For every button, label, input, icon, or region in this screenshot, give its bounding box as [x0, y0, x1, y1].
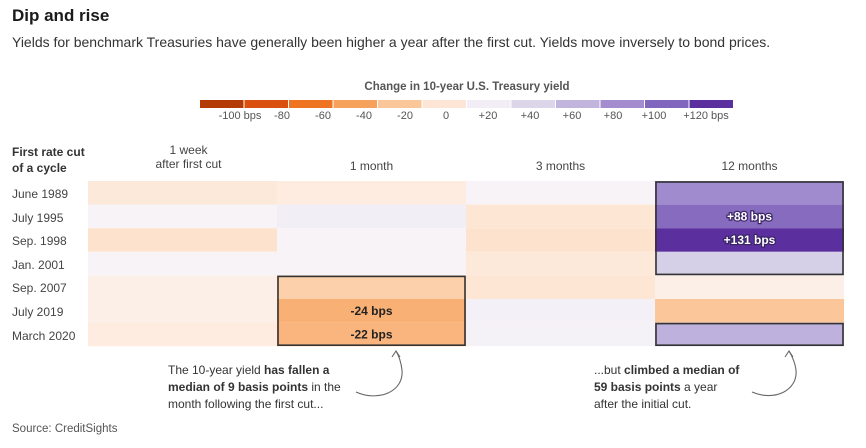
- cell-value-label: -22 bps: [350, 327, 392, 341]
- legend-label: -80: [274, 110, 290, 122]
- annotation-arrow: [355, 350, 403, 397]
- cell-value-label: +88 bps: [727, 209, 772, 223]
- legend-swatch: [200, 100, 244, 108]
- heatmap-cell: [277, 299, 466, 323]
- annotation-arrowhead: [784, 350, 794, 358]
- heatmap-cell: [277, 251, 466, 276]
- row-label: Sep. 2007: [12, 281, 67, 296]
- heatmap-cell: [466, 299, 655, 323]
- legend-swatch: [689, 100, 733, 108]
- row-label: March 2020: [12, 328, 76, 343]
- row-header-line-1: First rate cut: [12, 145, 85, 159]
- column-header-line: 1 week: [169, 143, 208, 157]
- heatmap-cell: [466, 204, 655, 229]
- heatmap-cell: [655, 181, 844, 205]
- legend-swatch: [511, 100, 555, 108]
- heatmap-cell: [277, 322, 466, 347]
- chart-title: Dip and rise: [12, 6, 110, 25]
- heatmap-cell: [655, 251, 844, 276]
- heatmap-cell: [277, 181, 466, 205]
- heatmap-cell: [655, 322, 844, 347]
- legend-label: -40: [356, 110, 372, 122]
- legend-label: +60: [562, 110, 582, 122]
- legend-title: Change in 10-year U.S. Treasury yield: [364, 81, 570, 93]
- heatmap-cell: [466, 275, 655, 299]
- column-header-line: 1 month: [349, 159, 394, 173]
- cell-value-label: +131 bps: [724, 233, 776, 247]
- legend-label: -100 bps: [218, 110, 262, 122]
- heatmap-cell: [277, 275, 466, 299]
- legend-label: +20: [478, 110, 498, 122]
- legend-swatch: [645, 100, 689, 108]
- highlight-box: [277, 275, 466, 346]
- row-label: July 2019: [12, 305, 64, 319]
- highlight-box: [655, 322, 844, 347]
- heatmap-cell: [466, 251, 655, 276]
- color-legend: [200, 100, 733, 108]
- highlight-box: [655, 181, 844, 276]
- heatmap-cell: [88, 275, 277, 299]
- source-note: Source: CreditSights: [12, 423, 118, 435]
- heatmap-cell: [277, 204, 466, 229]
- cell-value-label: -24 bps: [350, 304, 392, 318]
- annotation-arrow: [751, 350, 797, 397]
- column-header: 1 month: [350, 159, 393, 173]
- legend-swatch: [556, 100, 600, 108]
- row-header-line-2: of a cycle: [12, 161, 67, 175]
- annotation-arrowhead: [391, 350, 401, 358]
- heatmap-cell: [466, 322, 655, 347]
- legend-swatch: [244, 100, 288, 108]
- legend-swatch: [378, 100, 422, 108]
- row-label: Jan. 2001: [12, 257, 65, 272]
- legend-label: +80: [603, 110, 623, 122]
- heatmap-cell: [655, 275, 844, 299]
- row-label: Sep. 1998: [12, 234, 67, 249]
- heatmap-cell: [88, 204, 277, 229]
- legend-label: 0: [442, 110, 450, 122]
- chart-subtitle: Yields for benchmark Treasuries have gen…: [12, 34, 771, 50]
- legend-swatch: [600, 100, 644, 108]
- heatmap-cell: [88, 251, 277, 276]
- legend-label: -60: [315, 110, 331, 122]
- heatmap-cell: [88, 228, 277, 252]
- row-header: First rate cut of a cycle: [12, 144, 85, 176]
- heatmap-cell: [88, 299, 277, 323]
- row-label: June 1989: [12, 187, 69, 201]
- heatmap-cell: [88, 181, 277, 205]
- column-header: 12 months: [721, 159, 777, 173]
- heatmap-cell: [655, 204, 844, 229]
- column-header: 3 months: [536, 159, 585, 173]
- legend-label: +120 bps: [683, 110, 729, 122]
- heatmap-cell: [466, 181, 655, 205]
- legend-swatch: [467, 100, 511, 108]
- legend-swatch: [333, 100, 377, 108]
- legend-label: +100: [641, 110, 667, 122]
- heatmap-cell: [655, 299, 844, 323]
- legend-swatch: [289, 100, 333, 108]
- column-header: 1 week after first cut: [155, 143, 221, 171]
- heatmap-cell: [655, 228, 844, 252]
- legend-label: +40: [520, 110, 540, 122]
- column-header-line: 3 months: [535, 159, 586, 173]
- annotation-right: ...but climbed a median of 59 basis poin…: [594, 363, 740, 411]
- legend-label: -20: [397, 110, 413, 122]
- legend-swatch: [422, 100, 466, 108]
- row-label: July 1995: [12, 210, 64, 225]
- heatmap-cell: [466, 228, 655, 252]
- column-header-line: 12 months: [721, 159, 778, 173]
- heatmap-cell: [88, 322, 277, 347]
- column-header-line: after first cut: [155, 157, 222, 171]
- annotation-left: The 10-year yield has fallen a median of…: [168, 363, 341, 411]
- heatmap-cell: [277, 228, 466, 252]
